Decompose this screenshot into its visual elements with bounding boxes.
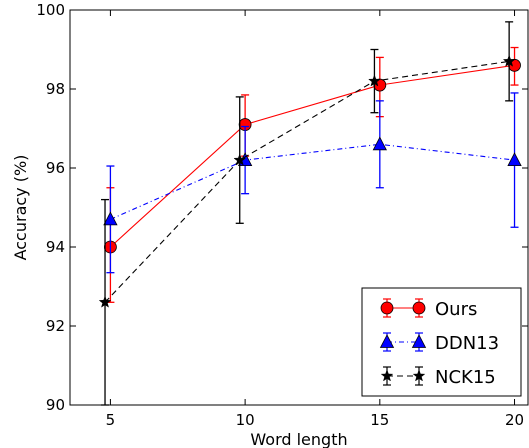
legend-marker (380, 369, 394, 382)
series-ours (104, 46, 521, 303)
data-point (507, 152, 522, 167)
y-tick-label: 98 (46, 80, 65, 98)
data-point (372, 136, 387, 151)
data-point (233, 153, 247, 166)
y-tick-label: 100 (36, 1, 65, 19)
legend-entry-nck15: NCK15 (380, 366, 496, 388)
x-tick-label: 10 (236, 411, 255, 429)
x-tick-label: 15 (370, 411, 389, 429)
legend-entry-ours: Ours (380, 298, 477, 320)
series-ddn13 (103, 92, 522, 274)
y-tick-label: 96 (46, 159, 65, 177)
legend-marker (412, 369, 426, 382)
data-point (368, 74, 381, 87)
x-tick-label: 20 (505, 411, 524, 429)
y-axis-label: Accuracy (%) (11, 155, 30, 261)
x-tick-label: 5 (106, 411, 116, 429)
y-tick-label: 90 (46, 396, 65, 414)
data-point (98, 295, 112, 308)
legend-label: NCK15 (435, 367, 496, 388)
legend-label: DDN13 (435, 333, 499, 354)
series-line (110, 143, 515, 220)
legend-marker (380, 301, 394, 315)
legend-label: Ours (435, 299, 477, 320)
series-line (110, 64, 515, 248)
data-point (103, 211, 118, 226)
legend-entry-ddn13: DDN13 (379, 332, 499, 354)
series-line (104, 60, 510, 303)
data-point (502, 54, 516, 67)
legend-marker (411, 334, 427, 348)
legend: Ours DDN13 NCK15 (361, 287, 522, 397)
axes-frame (69, 9, 529, 406)
plot-area: 5 10 15 20 90 92 94 96 98 100 (36, 1, 529, 429)
y-tick-label: 94 (46, 238, 65, 256)
x-axis-label: Word length (250, 430, 347, 448)
legend-marker (379, 334, 395, 348)
y-tick-label: 92 (46, 317, 65, 335)
legend-marker (412, 301, 426, 315)
series-nck15 (98, 21, 516, 406)
